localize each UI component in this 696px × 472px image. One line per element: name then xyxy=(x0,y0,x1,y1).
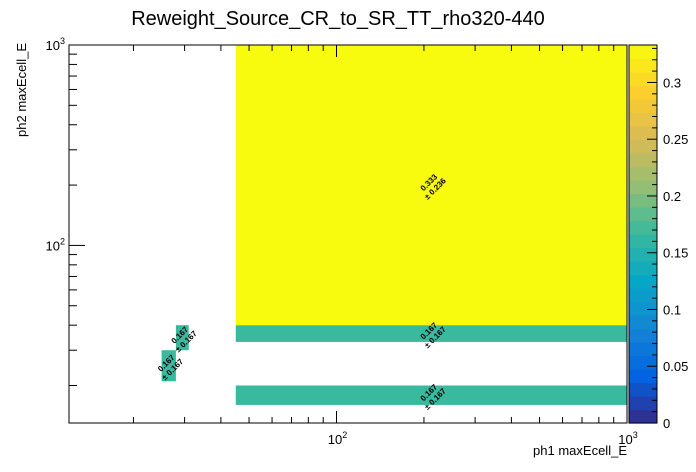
plot-frame xyxy=(68,44,628,424)
x-tick-label: 102 xyxy=(328,430,347,447)
colorbar-segment xyxy=(629,99,657,114)
colorbar-segment xyxy=(629,369,657,384)
colorbar-segment xyxy=(629,166,657,181)
colorbar-segment xyxy=(629,72,657,87)
colorbar-segment xyxy=(629,139,657,154)
y-axis-label: ph2 maxEcell_E xyxy=(14,43,29,137)
colorbar-segment xyxy=(629,355,657,370)
colorbar-segment xyxy=(629,153,657,168)
heatmap-cell xyxy=(235,385,628,405)
colorbar-tick-label: 0.1 xyxy=(663,302,681,317)
heatmap-cell xyxy=(161,350,176,382)
colorbar-segment xyxy=(629,382,657,397)
chart-title: Reweight_Source_CR_to_SR_TT_rho320-440 xyxy=(131,8,545,30)
colorbar-segment xyxy=(629,342,657,357)
colorbar-segment xyxy=(629,288,657,303)
y-tick-label: 103 xyxy=(46,36,65,53)
colorbar-segment xyxy=(629,328,657,343)
colorbar-segment xyxy=(629,85,657,100)
colorbar-tick-label: 0.15 xyxy=(663,246,688,261)
colorbar-segment xyxy=(629,112,657,127)
colorbar-tick-label: 0 xyxy=(663,416,670,431)
colorbar-segment xyxy=(629,274,657,289)
colorbar-segment xyxy=(629,220,657,235)
heatmap-cell xyxy=(235,45,628,326)
colorbar-segment xyxy=(629,247,657,262)
colorbar-segment xyxy=(629,234,657,249)
colorbar-segment xyxy=(629,126,657,141)
heatmap-cell xyxy=(175,325,189,351)
colorbar-segment xyxy=(629,45,657,60)
y-tick-label: 102 xyxy=(46,236,65,253)
colorbar-segment xyxy=(629,261,657,276)
colorbar-segment xyxy=(629,207,657,222)
colorbar-tick-label: 0.3 xyxy=(663,75,681,90)
colorbar-tick-label: 0.2 xyxy=(663,189,681,204)
colorbar-tick-label: 0.05 xyxy=(663,359,688,374)
colorbar-segment xyxy=(629,193,657,208)
x-tick-label: 103 xyxy=(618,430,637,447)
colorbar-segment xyxy=(629,409,657,424)
colorbar-tick-label: 0.25 xyxy=(663,132,688,147)
heatmap-cell xyxy=(235,325,628,342)
colorbar-segment xyxy=(629,396,657,411)
x-axis-label: ph1 maxEcell_E xyxy=(533,443,627,458)
colorbar-segment xyxy=(629,58,657,73)
colorbar-segment xyxy=(629,315,657,330)
colorbar-frame xyxy=(628,44,658,424)
colorbar-segment xyxy=(629,180,657,195)
colorbar-segment xyxy=(629,301,657,316)
